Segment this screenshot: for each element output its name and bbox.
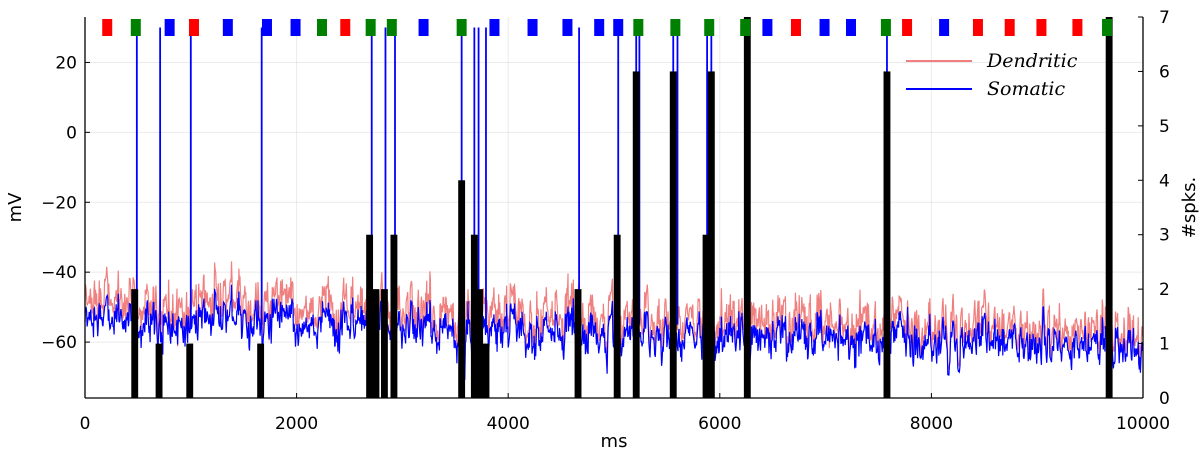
stimulus-marker-blue bbox=[762, 19, 773, 36]
stimulus-marker-blue bbox=[845, 19, 856, 36]
y2-tick-label: 5 bbox=[1159, 117, 1170, 137]
stimulus-marker-blue bbox=[489, 19, 500, 36]
stimulus-marker-green bbox=[740, 19, 751, 36]
stimulus-marker-blue bbox=[562, 19, 573, 36]
y2-tick-label: 7 bbox=[1159, 8, 1170, 28]
x-tick-label: 6000 bbox=[698, 414, 741, 434]
spike-count-bar bbox=[131, 289, 139, 398]
legend[interactable]: Dendritic Somatic bbox=[906, 50, 1078, 100]
stimulus-marker-red bbox=[790, 19, 801, 36]
stimulus-marker-blue bbox=[819, 19, 830, 36]
stimulus-marker-green bbox=[316, 19, 327, 36]
legend-label-dendritic: Dendritic bbox=[986, 50, 1078, 72]
stimulus-marker-green bbox=[365, 19, 376, 36]
spike-count-bar bbox=[707, 71, 715, 398]
x-tick-label: 10000 bbox=[1116, 414, 1170, 434]
stimulus-marker-red bbox=[188, 19, 199, 36]
y2-tick-label: 2 bbox=[1159, 280, 1170, 300]
spike-count-bar bbox=[155, 343, 163, 398]
stimulus-marker-blue bbox=[939, 19, 950, 36]
stimulus-marker-red bbox=[1004, 19, 1015, 36]
spike-count-bar bbox=[390, 234, 398, 398]
x-axis-title: ms bbox=[601, 431, 628, 450]
spike-count-bar bbox=[372, 289, 380, 398]
y-tick-label: −20 bbox=[41, 193, 77, 213]
y2-tick-label: 3 bbox=[1159, 226, 1170, 246]
stimulus-marker-red bbox=[1036, 19, 1047, 36]
y-axis-title: mV bbox=[5, 192, 26, 223]
stimulus-marker-blue bbox=[164, 19, 175, 36]
stimulus-marker-blue bbox=[527, 19, 538, 36]
y-tick-label: 20 bbox=[55, 53, 77, 73]
stimulus-marker-red bbox=[902, 19, 913, 36]
spike-count-bar bbox=[458, 180, 466, 398]
y-tick-label: 0 bbox=[66, 123, 77, 143]
spike-count-bar bbox=[186, 343, 194, 398]
stimulus-marker-blue bbox=[418, 19, 429, 36]
stimulus-marker-green bbox=[670, 19, 681, 36]
stimulus-marker-green bbox=[880, 19, 891, 36]
x-tick-label: 0 bbox=[80, 414, 91, 434]
spike-count-bar bbox=[470, 234, 478, 398]
y2-tick-label: 1 bbox=[1159, 335, 1170, 355]
spike-count-bar bbox=[380, 289, 388, 398]
stimulus-marker-blue bbox=[594, 19, 605, 36]
x-tick-label: 2000 bbox=[275, 414, 318, 434]
spike-count-bar bbox=[1105, 17, 1113, 398]
stimulus-marker-green bbox=[130, 19, 141, 36]
stimulus-marker-green bbox=[386, 19, 397, 36]
y2-tick-label: 0 bbox=[1159, 389, 1170, 409]
stimulus-marker-green bbox=[704, 19, 715, 36]
x-tick-label: 8000 bbox=[910, 414, 953, 434]
y-tick-label: −40 bbox=[41, 263, 77, 283]
spike-count-bar bbox=[613, 234, 621, 398]
y2-axis-title: #spks. bbox=[1179, 177, 1200, 238]
stimulus-marker-red bbox=[1072, 19, 1083, 36]
stimulus-marker-red bbox=[972, 19, 983, 36]
legend-label-somatic: Somatic bbox=[987, 78, 1066, 100]
y2-tick-label: 4 bbox=[1159, 171, 1170, 191]
y-tick-label: −60 bbox=[41, 333, 77, 353]
spike-count-bars bbox=[131, 17, 1113, 398]
spike-count-bar bbox=[476, 289, 484, 398]
stimulus-marker-green bbox=[633, 19, 644, 36]
y2-tick-label: 6 bbox=[1159, 62, 1170, 82]
stimulus-markers bbox=[102, 19, 1113, 36]
axes: 0 2000 4000 6000 8000 10000 −60 −40 −20 0 20 0 1 2 3 4 5… bbox=[41, 8, 1170, 434]
spike-count-bar bbox=[574, 289, 582, 398]
stimulus-marker-red bbox=[102, 19, 113, 36]
spike-count-bar bbox=[883, 71, 891, 398]
stimulus-marker-blue bbox=[222, 19, 233, 36]
spike-count-bar bbox=[257, 343, 265, 398]
stimulus-marker-green bbox=[456, 19, 467, 36]
spike-count-bar bbox=[366, 234, 374, 398]
spike-count-bar bbox=[632, 71, 640, 398]
spike-count-bar bbox=[482, 343, 490, 398]
stimulus-marker-blue bbox=[613, 19, 624, 36]
stimulus-marker-blue bbox=[261, 19, 272, 36]
spike-count-bar bbox=[743, 17, 751, 398]
stimulus-marker-red bbox=[340, 19, 351, 36]
spike-count-bar bbox=[702, 234, 710, 398]
stimulus-marker-green bbox=[1102, 19, 1113, 36]
stimulus-marker-blue bbox=[290, 19, 301, 36]
x-tick-label: 4000 bbox=[487, 414, 530, 434]
spike-count-bar bbox=[669, 71, 677, 398]
